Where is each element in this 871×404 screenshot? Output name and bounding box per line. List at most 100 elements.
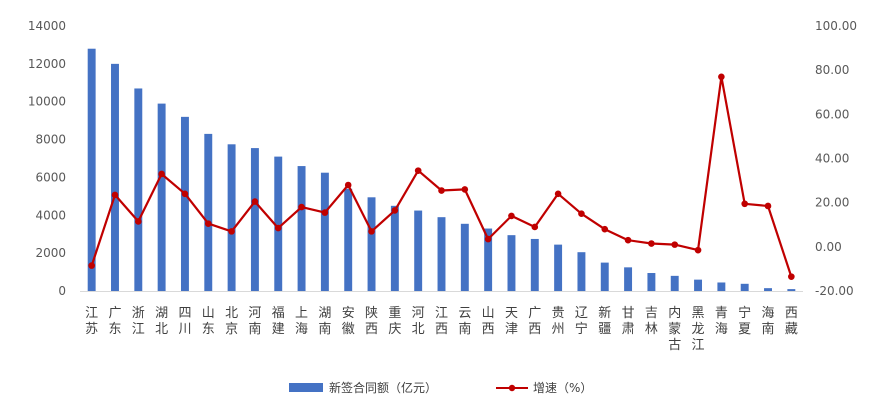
- line-series: [88, 73, 795, 280]
- legend-bar-swatch: [289, 383, 323, 392]
- y-right-tick-label: -20.00: [815, 284, 854, 298]
- category-label-天津: 天津: [505, 306, 518, 337]
- bar-贵州: [554, 244, 563, 291]
- y-left-tick-label: 14000: [28, 19, 66, 33]
- y-right-tick-label: 0.00: [815, 240, 842, 254]
- category-label-山东: 山东: [202, 306, 215, 337]
- bar-海南: [764, 288, 772, 291]
- category-label-广东: 广东: [108, 306, 121, 337]
- bar-上海: [297, 166, 306, 291]
- bar-云南: [460, 223, 469, 291]
- legend: 新签合同额（亿元） 增速（%）: [289, 380, 592, 395]
- bar-series: [87, 48, 796, 291]
- y-left-tick-label: 10000: [28, 95, 66, 109]
- growth-point-湖北: [158, 170, 165, 178]
- category-labels: 江苏广东浙江湖北四川山东北京河南福建上海湖南安徽陕西重庆河北江西云南山西天津广西…: [85, 305, 798, 353]
- category-label-西藏: 西藏: [785, 306, 798, 337]
- growth-point-青海: [718, 73, 725, 81]
- category-label-浙江: 浙江: [132, 306, 145, 337]
- category-label-贵州: 贵州: [552, 306, 565, 337]
- growth-point-河北: [414, 167, 422, 174]
- category-label-河南: 河南: [248, 306, 261, 337]
- bar-山西: [484, 228, 493, 291]
- growth-point-上海: [298, 203, 305, 211]
- bar-重庆: [390, 205, 399, 291]
- growth-point-新疆: [601, 225, 609, 233]
- growth-point-海南: [764, 202, 772, 210]
- growth-point-四川: [181, 190, 189, 198]
- growth-point-山东: [204, 220, 212, 227]
- bar-江苏: [87, 48, 96, 291]
- growth-point-贵州: [554, 190, 562, 198]
- y-right-tick-label: 40.00: [815, 152, 849, 166]
- growth-point-吉林: [648, 240, 655, 247]
- bar-四川: [180, 116, 189, 291]
- category-label-上海: 上海: [295, 306, 308, 337]
- category-label-海南: 海南: [762, 306, 775, 337]
- category-label-宁夏: 宁夏: [738, 305, 751, 337]
- category-label-重庆: 重庆: [388, 305, 401, 337]
- growth-point-宁夏: [741, 200, 748, 208]
- y-right-tick-label: 100.00: [815, 19, 857, 33]
- category-label-四川: 四川: [178, 306, 191, 337]
- category-label-陕西: 陕西: [365, 306, 378, 337]
- bar-湖南: [320, 172, 329, 291]
- bar-浙江: [134, 88, 143, 291]
- bar-甘肃: [624, 267, 633, 291]
- bar-吉林: [647, 273, 656, 291]
- growth-point-广东: [111, 191, 119, 199]
- category-label-江西: 江西: [435, 306, 448, 337]
- y-left-tick-label: 4000: [35, 208, 66, 222]
- legend-bar-label: 新签合同额（亿元）: [329, 380, 437, 395]
- category-label-北京: 北京: [225, 306, 238, 337]
- category-label-新疆: 新疆: [598, 305, 611, 337]
- growth-point-福建: [274, 224, 282, 232]
- growth-point-西藏: [788, 273, 795, 280]
- axes: 0 2000 4000 6000 8000 10000 12000 14000 -20.00 0.…: [28, 19, 857, 298]
- legend-line-marker: [508, 384, 516, 392]
- category-label-江苏: 江苏: [85, 306, 98, 337]
- y-left-tick-label: 0: [58, 284, 66, 298]
- category-label-辽宁: 辽宁: [575, 306, 588, 337]
- category-label-福建: 福建: [272, 306, 285, 337]
- growth-point-天津: [508, 212, 515, 220]
- y-right-tick-label: 20.00: [815, 196, 849, 210]
- growth-point-浙江: [135, 218, 142, 225]
- category-label-黑龙江: 黑龙江: [692, 306, 705, 353]
- category-label-河北: 河北: [412, 306, 425, 337]
- growth-point-山西: [484, 235, 492, 243]
- category-label-青海: 青海: [715, 306, 728, 337]
- growth-point-甘肃: [624, 236, 632, 244]
- category-label-甘肃: 甘肃: [622, 306, 635, 337]
- category-label-内蒙古: 内蒙古: [668, 305, 681, 353]
- growth-point-黑龙江: [694, 246, 702, 254]
- growth-point-广西: [531, 223, 539, 231]
- y-right-tick-label: 80.00: [815, 63, 849, 77]
- bar-河北: [414, 210, 423, 291]
- growth-point-江西: [438, 187, 445, 194]
- growth-point-云南: [461, 186, 469, 193]
- growth-point-湖南: [321, 209, 329, 216]
- y-left-tick-label: 12000: [28, 57, 66, 71]
- bar-内蒙古: [670, 275, 679, 291]
- bar-青海: [717, 282, 726, 291]
- bar-河南: [250, 148, 259, 291]
- bar-湖北: [157, 103, 166, 291]
- bar-陕西: [367, 197, 376, 291]
- bar-北京: [227, 144, 236, 291]
- bar-广东: [111, 63, 119, 291]
- bar-山东: [204, 133, 213, 291]
- growth-point-安徽: [344, 181, 352, 189]
- bar-广西: [530, 238, 539, 291]
- bar-宁夏: [740, 283, 749, 291]
- bar-黑龙江: [694, 279, 703, 291]
- category-label-吉林: 吉林: [645, 306, 658, 337]
- category-label-广西: 广西: [528, 306, 541, 337]
- growth-point-陕西: [368, 228, 375, 235]
- bar-天津: [507, 235, 516, 291]
- growth-point-河南: [251, 198, 259, 205]
- growth-point-重庆: [391, 207, 399, 214]
- bar-福建: [274, 156, 283, 291]
